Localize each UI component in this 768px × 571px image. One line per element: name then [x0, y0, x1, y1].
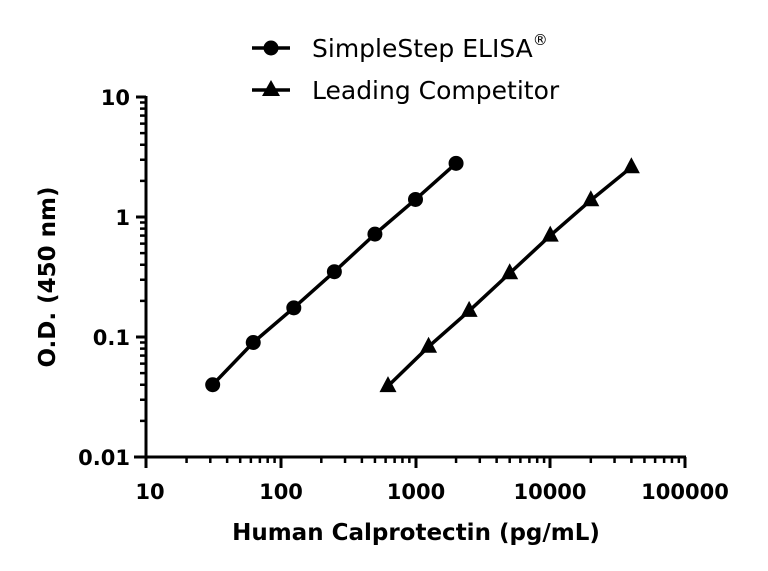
data-point [205, 377, 221, 393]
data-point [367, 226, 383, 242]
x-axis [144, 455, 687, 468]
data-point [379, 376, 397, 393]
y-tick-labels: 10 1 0.1 0.01 [78, 86, 130, 470]
circle-marker-icon [263, 40, 279, 56]
legend-item-competitor: Leading Competitor [252, 76, 560, 105]
y-tick-label: 1 [115, 206, 130, 230]
series-layer [205, 155, 640, 393]
data-point [460, 300, 478, 317]
x-tick-label: 100000 [641, 480, 729, 504]
series-competitor [379, 157, 640, 393]
x-minor-ticks [185, 457, 681, 463]
triangle-marker-icon [262, 80, 280, 96]
legend-item-simplestep: SimpleStep ELISA® [252, 31, 548, 63]
x-tick-label: 1000 [387, 480, 445, 504]
x-tick-label: 10000 [513, 480, 586, 504]
x-axis-title: Human Calprotectin (pg/mL) [232, 520, 600, 546]
data-point [408, 191, 423, 207]
x-tick-label: 10 [135, 480, 164, 504]
legend-label-simplestep: SimpleStep ELISA® [312, 31, 548, 63]
y-axis [134, 95, 148, 459]
data-point [286, 300, 302, 316]
legend-label-competitor: Leading Competitor [312, 76, 560, 105]
x-tick-label: 100 [259, 480, 303, 504]
y-tick-label: 0.01 [78, 446, 130, 470]
data-point [622, 157, 640, 174]
y-minor-ticks [140, 101, 146, 423]
data-point [501, 263, 519, 280]
data-point [245, 334, 261, 350]
y-tick-label: 0.1 [93, 326, 130, 350]
y-tick-label: 10 [101, 86, 130, 110]
series-simplestep [205, 155, 464, 393]
data-point [541, 225, 559, 242]
legend: SimpleStep ELISA® Leading Competitor [252, 31, 560, 105]
x-tick-labels: 10 100 1000 10000 100000 [135, 480, 728, 504]
data-point [582, 190, 600, 207]
data-point [448, 155, 464, 171]
y-axis-title: O.D. (450 nm) [35, 186, 61, 367]
data-point [420, 336, 438, 353]
data-point [326, 264, 342, 280]
